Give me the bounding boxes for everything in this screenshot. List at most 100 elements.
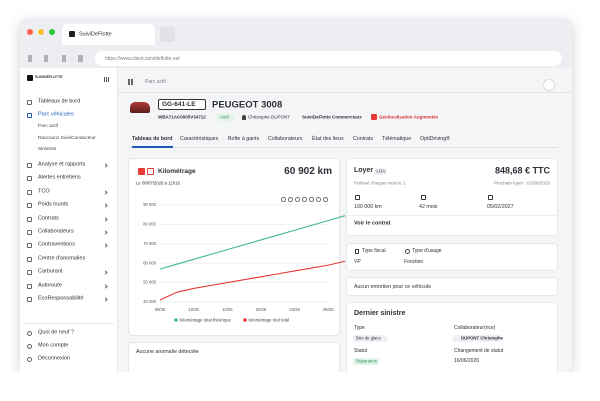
tab[interactable]: Tableau de bord xyxy=(132,135,173,142)
option-icon xyxy=(371,114,377,120)
menu-item[interactable]: Analyse et rapports xyxy=(38,161,86,168)
breadcrumb: Parc actif xyxy=(145,79,166,85)
claim-card xyxy=(346,302,558,382)
submenu-item[interactable]: Sinistres xyxy=(38,147,57,153)
rent-icon xyxy=(421,195,426,200)
status: Actif xyxy=(220,114,229,120)
plate-text: GG-641-LE xyxy=(162,100,196,108)
menu-icon xyxy=(27,256,32,262)
rent-badge: LOA xyxy=(376,168,386,174)
chart-tool[interactable] xyxy=(302,197,307,202)
menu-item[interactable]: Centre d'anomalies xyxy=(38,255,86,262)
window-dot[interactable] xyxy=(27,29,33,35)
page-bottom xyxy=(0,372,600,401)
chart-tool[interactable] xyxy=(309,197,314,202)
menu-item[interactable]: Autoroute xyxy=(38,282,62,289)
menu-item[interactable]: Parc véhicules xyxy=(38,111,74,118)
menu-icon xyxy=(27,242,32,248)
maintenance-text: Aucun entretien pour ce véhicule xyxy=(354,283,432,290)
claim-status-value: Réparation xyxy=(356,358,378,364)
address-bar[interactable] xyxy=(95,51,562,66)
menu-item[interactable]: Carburant xyxy=(38,268,63,275)
fiscal-value: VP xyxy=(354,259,361,265)
chart-tool[interactable] xyxy=(288,197,293,202)
rent-icon xyxy=(488,195,493,200)
tab[interactable]: Boîte à gants xyxy=(228,135,260,142)
sidebar xyxy=(20,68,118,372)
claim-person-label: Collaborateur(rice) xyxy=(454,325,496,331)
plate xyxy=(158,99,206,110)
url: https://www.client.suivideflotte.net xyxy=(105,55,180,62)
menu-item[interactable]: Poids lourds xyxy=(38,201,69,208)
mileage-title: Kilométrage xyxy=(158,168,196,176)
usage-value: Fonction xyxy=(404,259,424,265)
chart-tool[interactable] xyxy=(316,197,321,202)
menu-item[interactable]: TCO xyxy=(38,188,50,195)
chart-tool[interactable] xyxy=(295,197,300,202)
settings-button[interactable] xyxy=(543,79,555,91)
group: SuiviDeFlotte Commerciaux xyxy=(302,114,362,120)
menu-icon xyxy=(27,162,32,168)
tab[interactable]: Contrats xyxy=(353,135,374,142)
chart-tool[interactable] xyxy=(281,197,286,202)
usage-label: Type d'usage xyxy=(412,248,442,254)
submenu-item[interactable]: Parc actif xyxy=(38,124,58,130)
rent-amount: 848,68 € TTC xyxy=(494,165,550,176)
tab-title: SuiviDeFlotte xyxy=(79,31,112,38)
fiscal-label: Type fiscal xyxy=(362,248,386,254)
rent-km: 100 000 km xyxy=(354,203,382,210)
footer-item[interactable]: Déconnexion xyxy=(38,355,71,362)
status-badge xyxy=(353,357,379,365)
maintenance-card xyxy=(346,277,558,296)
tab[interactable]: Télématique xyxy=(382,135,412,142)
loa-badge xyxy=(374,167,387,175)
car-icon xyxy=(130,102,150,113)
rent-divider xyxy=(346,215,558,216)
menu-item[interactable]: Tableaux de bord xyxy=(38,98,81,105)
footer-icon xyxy=(27,356,32,362)
option: Géolocalisation Augmentée xyxy=(379,114,439,120)
rent-icon xyxy=(355,195,360,200)
mileage-icon2 xyxy=(147,168,154,175)
footer-icon xyxy=(27,343,32,349)
nav-buttons xyxy=(28,55,88,62)
menu-icon xyxy=(27,202,32,208)
menu-item[interactable]: Contrats xyxy=(38,215,59,222)
tab[interactable]: État des lieux xyxy=(312,135,344,142)
footer-item[interactable]: Mon compte xyxy=(38,342,69,349)
menu-icon xyxy=(27,99,32,105)
chart-tool[interactable] xyxy=(323,197,328,202)
claim-type-label: Type xyxy=(354,325,365,331)
menu-icon xyxy=(27,189,32,195)
browser-tab[interactable] xyxy=(62,24,155,45)
new-tab-button[interactable] xyxy=(160,27,175,42)
fiscal-icon xyxy=(355,248,359,254)
rent-link[interactable]: Voir le contrat xyxy=(354,220,391,227)
claim-date-value: 16/06/2026 xyxy=(454,358,480,364)
mileage-icon xyxy=(138,168,145,175)
footer-icon xyxy=(27,330,32,336)
vin: WBA71AC0005V34712 xyxy=(158,114,206,120)
window-dot[interactable] xyxy=(38,29,44,35)
claim-person-value: DUPONT Christophe xyxy=(461,335,504,341)
grid-icon xyxy=(128,79,134,85)
tab[interactable]: OptiDriving® xyxy=(420,135,451,142)
menu-icon xyxy=(27,216,32,222)
footer-item[interactable]: Quoi de neuf ? xyxy=(38,329,75,336)
menu-item[interactable]: Collaborateurs xyxy=(38,228,74,235)
menu-icon xyxy=(27,229,32,235)
menu-icon xyxy=(27,296,32,302)
window-dot[interactable] xyxy=(49,29,55,35)
submenu-item[interactable]: Raccourci SuiviConducteur xyxy=(38,136,96,142)
tab[interactable]: Collaborateurs xyxy=(268,135,303,142)
person-icon xyxy=(242,114,246,120)
mileage-value: 60 902 km xyxy=(284,166,332,177)
menu-item[interactable]: Alertes entretiens xyxy=(38,174,81,181)
tabs-divider xyxy=(128,147,558,148)
menu-item[interactable]: EcoResponsabilité xyxy=(38,295,84,302)
tab[interactable]: Caractéristiques xyxy=(180,135,219,142)
model: PEUGEOT 3008 xyxy=(212,98,283,110)
header-divider xyxy=(118,92,572,93)
menu-item[interactable]: Contraventions xyxy=(38,241,75,248)
